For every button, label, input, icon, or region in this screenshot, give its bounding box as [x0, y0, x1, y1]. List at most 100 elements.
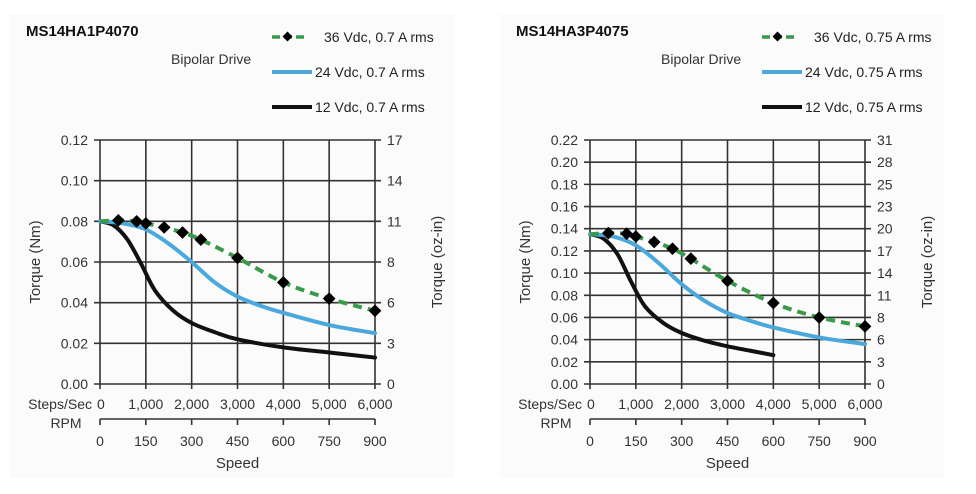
data-point-marker: [766, 296, 780, 310]
y2-tick-label: 14: [387, 173, 403, 189]
y-tick-label: 0.08: [551, 287, 578, 303]
y2-tick-label: 0: [387, 376, 395, 392]
y-tick-label: 0.00: [61, 376, 88, 392]
data-point-marker: [194, 233, 208, 246]
x2-tick-label: 900: [853, 433, 877, 449]
x2-tick-label: 450: [226, 433, 250, 449]
y-tick-label: 0.00: [551, 376, 578, 392]
x-tick-label: 0: [97, 396, 105, 412]
chart-title: MS14HA1P4070: [26, 23, 139, 40]
x-tick-label: 6,000: [847, 396, 882, 412]
x2-tick-label: 600: [272, 433, 296, 449]
chart-subtitle: Bipolar Drive: [171, 51, 251, 67]
y2-tick-label: 23: [877, 199, 893, 215]
data-point-marker: [111, 213, 125, 227]
y-tick-label: 0.18: [551, 176, 578, 192]
x2-axis-row-label: RPM: [540, 415, 571, 431]
y-tick-label: 0.02: [61, 335, 88, 351]
y2-tick-label: 31: [877, 132, 893, 148]
y-tick-label: 0.20: [551, 154, 578, 170]
x-tick-label: 0: [587, 396, 595, 412]
legend-label: 12 Vdc, 0.75 A rms: [805, 99, 923, 115]
y-tick-label: 0.10: [551, 265, 578, 281]
data-point-marker: [176, 226, 189, 239]
data-point-marker: [139, 217, 153, 230]
x-tick-label: 6,000: [357, 396, 392, 412]
chart-panel-ms14ha1p4070: MS14HA1P4070 Bipolar Drive 36 Vdc, 0.7 A r…: [10, 14, 454, 478]
y-axis-label: Torque (Nm): [517, 220, 534, 303]
y2-tick-label: 28: [877, 154, 893, 170]
y2-tick-label: 8: [387, 254, 395, 270]
x-tick-label: 1,000: [618, 396, 653, 412]
x-tick-label: 3,000: [220, 396, 255, 412]
y2-tick-label: 3: [387, 335, 395, 351]
y-tick-label: 0.04: [551, 332, 578, 348]
data-point-marker: [812, 311, 826, 324]
y2-tick-label: 6: [877, 332, 885, 348]
y2-tick-label: 6: [387, 295, 395, 311]
series-line-12-vdc: [588, 232, 776, 358]
x2-tick-label: 900: [363, 433, 387, 449]
x-axis-row-label: Steps/Sec: [28, 396, 92, 412]
x-tick-label: 3,000: [710, 396, 745, 412]
x2-axis-row-label: RPM: [50, 415, 81, 431]
y2-tick-label: 14: [877, 265, 893, 281]
y-tick-label: 0.06: [61, 254, 88, 270]
x2-tick-label: 300: [180, 433, 204, 449]
legend-label: 12 Vdc, 0.7 A rms: [315, 99, 425, 115]
x-tick-label: 2,000: [664, 396, 699, 412]
data-point-marker: [684, 252, 698, 266]
x-tick-label: 2,000: [174, 396, 209, 412]
x2-tick-label: 750: [317, 433, 341, 449]
chart-subtitle: Bipolar Drive: [661, 51, 741, 67]
data-point-marker: [620, 227, 634, 241]
y-tick-label: 0.16: [551, 199, 578, 215]
data-point-marker: [858, 319, 872, 333]
x2-tick-label: 150: [134, 433, 158, 449]
diamond-marker-icon: [282, 31, 293, 42]
data-point-marker: [666, 242, 679, 256]
diamond-marker-icon: [772, 31, 783, 42]
series-line-12-vdc: [98, 219, 377, 360]
legend-label: 36 Vdc, 0.7 A rms: [324, 29, 434, 45]
x2-tick-label: 450: [716, 433, 740, 449]
legend-label: 36 Vdc, 0.75 A rms: [814, 29, 932, 45]
legend-label: 24 Vdc, 0.75 A rms: [805, 64, 923, 80]
series-line-24-vdc: [588, 232, 867, 347]
legend-label: 24 Vdc, 0.7 A rms: [315, 64, 425, 80]
data-point-marker: [629, 230, 643, 243]
y-tick-label: 0.12: [61, 132, 88, 148]
torque-speed-chart: MS14HA1P4070 Bipolar Drive 36 Vdc, 0.7 A r…: [26, 23, 446, 472]
y-tick-label: 0.14: [551, 221, 578, 237]
y2-tick-label: 11: [877, 287, 892, 303]
y2-tick-label: 20: [877, 221, 893, 237]
y-axis-label: Torque (Nm): [27, 220, 44, 303]
x-axis-label: Speed: [706, 455, 749, 472]
x2-tick-label: 0: [96, 433, 104, 449]
x2-tick-label: 750: [807, 433, 831, 449]
y-tick-label: 0.10: [61, 173, 88, 189]
data-point-marker: [368, 304, 382, 318]
y-tick-label: 0.04: [61, 295, 88, 311]
x-tick-label: 4,000: [756, 396, 791, 412]
torque-speed-chart: MS14HA3P4075 Bipolar Drive 36 Vdc, 0.75 A …: [516, 23, 936, 472]
x-tick-label: 1,000: [128, 396, 163, 412]
y-tick-label: 0.08: [61, 213, 88, 229]
y-tick-label: 0.02: [551, 354, 578, 370]
y-tick-label: 0.12: [551, 243, 578, 259]
x-axis-label: Speed: [216, 455, 259, 472]
y2-tick-label: 17: [387, 132, 403, 148]
x2-tick-label: 150: [624, 433, 648, 449]
y2-tick-label: 3: [877, 354, 885, 370]
y-tick-label: 0.22: [551, 132, 578, 148]
y2-tick-label: 0: [877, 376, 885, 392]
x-tick-label: 5,000: [312, 396, 347, 412]
y2-tick-label: 17: [877, 243, 893, 259]
x2-tick-label: 300: [670, 433, 694, 449]
x-axis-row-label: Steps/Sec: [518, 396, 582, 412]
series-line-24-vdc: [98, 219, 377, 336]
x2-tick-label: 600: [762, 433, 786, 449]
y2-tick-label: 25: [877, 176, 893, 192]
y2-tick-label: 8: [877, 309, 885, 325]
y2-tick-label: 11: [387, 213, 402, 229]
